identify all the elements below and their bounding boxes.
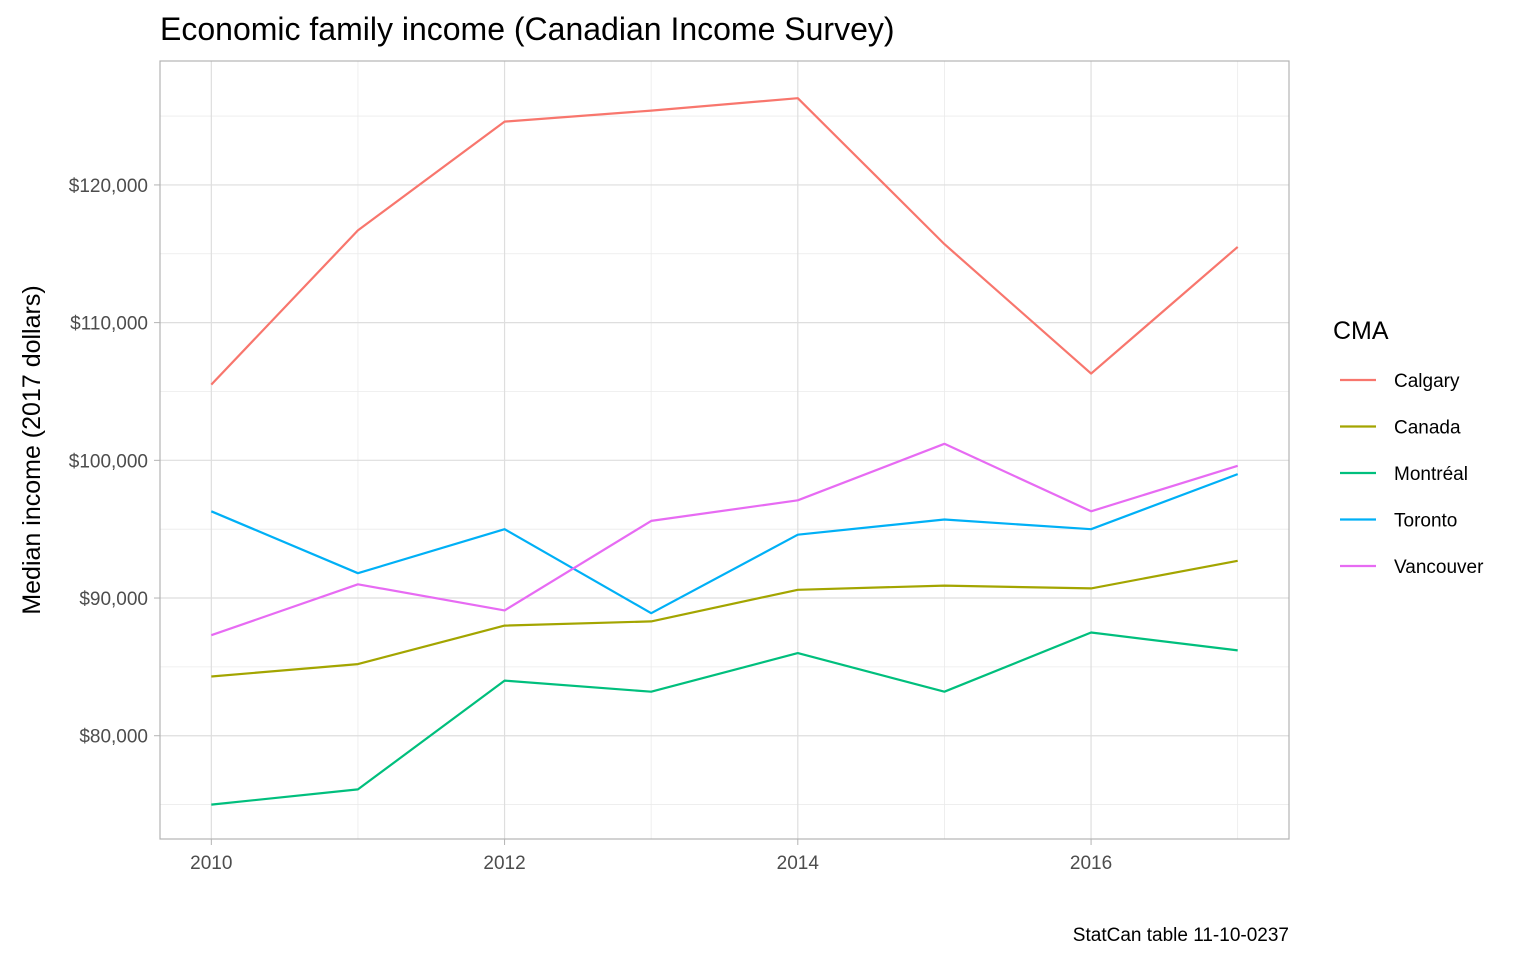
legend-item-canada: Canada xyxy=(1340,418,1461,439)
series-line-montral xyxy=(211,631,1238,806)
x-axis-ticks: 2010 2012 2014 2016 xyxy=(190,839,1112,874)
y-tick-label: $90,000 xyxy=(79,589,148,610)
legend: CMA Calgary Canada Montréal Toronto Vancouve… xyxy=(1333,317,1484,578)
series-lines xyxy=(210,97,1239,806)
minor-gridlines xyxy=(160,61,1289,839)
legend-label: Montréal xyxy=(1394,464,1468,485)
legend-item-vancouver: Vancouver xyxy=(1340,557,1484,578)
series-line-calgary xyxy=(210,97,1239,386)
legend-item-toronto: Toronto xyxy=(1340,511,1457,532)
chart-caption: StatCan table 11-10-0237 xyxy=(1073,925,1289,946)
plot-panel-border xyxy=(159,60,1290,840)
legend-title: CMA xyxy=(1333,317,1389,345)
series-line-canada xyxy=(211,559,1238,678)
x-tick-label: 2016 xyxy=(1070,853,1112,874)
y-axis-title: Median income (2017 dollars) xyxy=(18,285,46,614)
y-axis-ticks: $80,000 $90,000 $100,000 $110,000 $120,000 xyxy=(69,176,160,748)
x-tick-label: 2010 xyxy=(190,853,232,874)
x-tick-label: 2012 xyxy=(483,853,525,874)
y-tick-label: $120,000 xyxy=(69,176,148,197)
legend-label: Vancouver xyxy=(1394,557,1484,578)
y-tick-label: $100,000 xyxy=(69,451,148,472)
legend-label: Toronto xyxy=(1394,511,1457,532)
series-line-vancouver xyxy=(210,442,1239,637)
legend-label: Canada xyxy=(1394,418,1461,439)
y-tick-label: $110,000 xyxy=(70,314,148,335)
legend-items: Calgary Canada Montréal Toronto Vancouver xyxy=(1340,371,1484,578)
legend-item-calgary: Calgary xyxy=(1340,371,1460,392)
major-gridlines xyxy=(160,61,1289,839)
legend-item-montral: Montréal xyxy=(1340,464,1468,485)
y-tick-label: $80,000 xyxy=(79,727,148,748)
legend-label: Calgary xyxy=(1394,371,1460,392)
series-line-toronto xyxy=(210,473,1239,615)
chart-title: Economic family income (Canadian Income … xyxy=(160,11,895,47)
x-tick-label: 2014 xyxy=(777,853,820,874)
